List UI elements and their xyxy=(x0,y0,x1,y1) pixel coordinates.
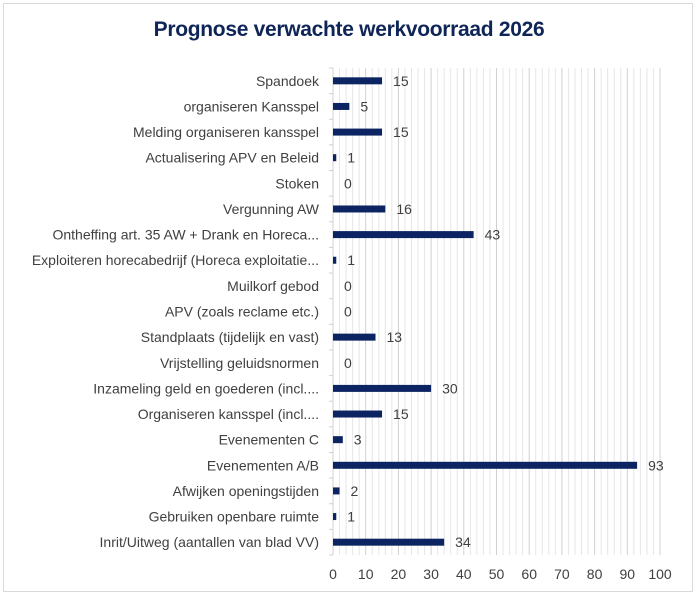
category-label: Vergunning AW xyxy=(223,201,320,217)
data-label: 0 xyxy=(344,355,352,371)
data-label: 13 xyxy=(387,329,403,345)
x-tick-label: 50 xyxy=(489,566,505,582)
bar xyxy=(333,205,386,213)
bar xyxy=(333,333,376,341)
data-label: 43 xyxy=(485,227,501,243)
bar xyxy=(333,77,383,85)
data-label: 5 xyxy=(360,98,368,114)
bar xyxy=(333,102,350,110)
category-label: Inrit/Uitweg (aantallen van blad VV) xyxy=(100,534,319,550)
data-label: 1 xyxy=(347,509,355,525)
category-label: Afwijken openingstijden xyxy=(173,483,319,499)
data-label: 16 xyxy=(396,201,412,217)
bar xyxy=(333,154,337,162)
bar xyxy=(333,128,383,136)
category-label: Spandoek xyxy=(256,73,320,89)
category-label: Gebruiken openbare ruimte xyxy=(149,509,320,525)
x-tick-label: 100 xyxy=(648,566,672,582)
category-label: Evenementen C xyxy=(219,432,319,448)
category-label: Evenementen A/B xyxy=(207,457,319,473)
category-label: Ontheffing art. 35 AW + Drank en Horeca.… xyxy=(52,227,319,243)
bar xyxy=(333,487,340,495)
bar xyxy=(333,538,445,546)
data-label: 3 xyxy=(354,432,362,448)
category-label: Vrijstelling geluidsnormen xyxy=(160,355,319,371)
data-label: 93 xyxy=(648,457,664,473)
data-label: 0 xyxy=(344,304,352,320)
x-tick-label: 60 xyxy=(521,566,537,582)
category-label: Melding organiseren kansspel xyxy=(133,124,319,140)
chart-frame xyxy=(3,3,693,592)
data-label: 15 xyxy=(393,73,409,89)
category-label: Standplaats (tijdelijk en vast) xyxy=(141,329,319,345)
data-label: 0 xyxy=(344,278,352,294)
data-label: 15 xyxy=(393,406,409,422)
data-label: 2 xyxy=(351,483,359,499)
chart-title: Prognose verwachte werkvoorraad 2026 xyxy=(153,18,545,41)
data-label: 1 xyxy=(347,252,355,268)
bar xyxy=(333,513,337,521)
data-label: 0 xyxy=(344,175,352,191)
x-tick-label: 30 xyxy=(423,566,439,582)
x-tick-label: 20 xyxy=(391,566,407,582)
x-tick-label: 0 xyxy=(329,566,337,582)
category-label: Stoken xyxy=(275,175,319,191)
category-label: Organiseren kansspel (incl.... xyxy=(138,406,319,422)
category-label: organiseren Kansspel xyxy=(184,98,319,114)
bar xyxy=(333,384,432,392)
data-label: 30 xyxy=(442,380,458,396)
x-tick-label: 40 xyxy=(456,566,472,582)
bar xyxy=(333,410,383,418)
x-tick-label: 10 xyxy=(358,566,374,582)
bar xyxy=(333,436,343,444)
data-label: 34 xyxy=(455,534,471,550)
category-label: Exploiteren horecabedrijf (Horeca exploi… xyxy=(32,252,319,268)
x-tick-label: 70 xyxy=(554,566,570,582)
data-label: 15 xyxy=(393,124,409,140)
bar xyxy=(333,256,337,264)
bar xyxy=(333,231,474,239)
bar xyxy=(333,461,638,469)
category-label: Inzameling geld en goederen (incl.... xyxy=(93,380,319,396)
x-tick-label: 80 xyxy=(587,566,603,582)
data-label: 1 xyxy=(347,150,355,166)
category-label: Actualisering APV en Beleid xyxy=(145,150,319,166)
x-tick-label: 90 xyxy=(620,566,636,582)
category-label: APV (zoals reclame etc.) xyxy=(165,304,319,320)
category-label: Muilkorf gebod xyxy=(227,278,319,294)
